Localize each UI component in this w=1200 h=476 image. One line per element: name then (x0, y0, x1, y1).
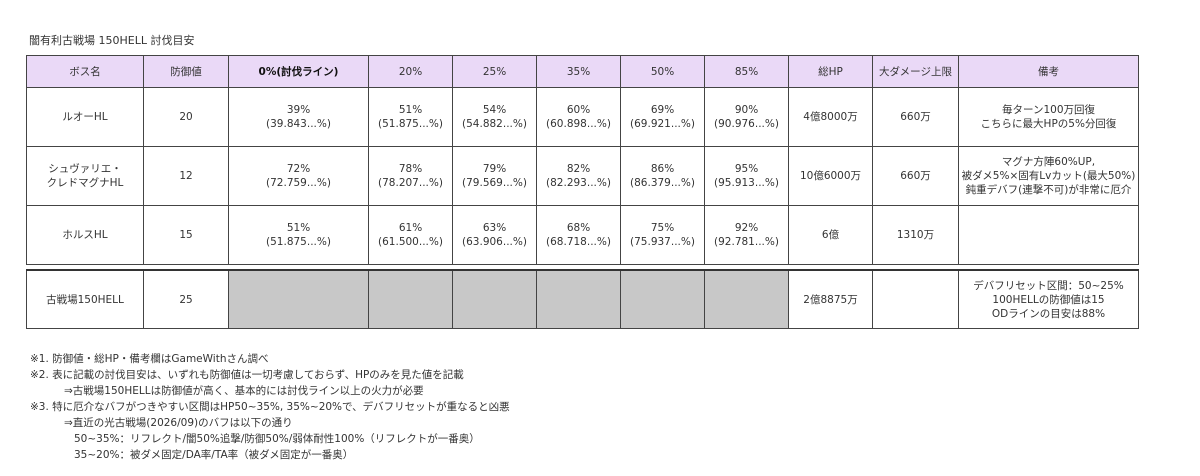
boss-name: シュヴァリエ・ クレドマグナHL (26, 146, 144, 206)
boss-name: ホルスHL (26, 205, 144, 265)
pct-cell: 79% (79.569...%) (452, 146, 537, 206)
col-20pct: 20% (368, 55, 453, 88)
total-hp: 4億8000万 (788, 87, 873, 147)
sheet-title: 闇有利古戦場 150HELL 討伐目安 (29, 34, 195, 47)
pct-cell: 51% (51.875...%) (368, 87, 453, 147)
footnote-3-buff-2: 35~20%：被ダメ固定/DA率/TA率（被ダメ固定が一番奥） (74, 449, 354, 461)
footnote-2: ※2. 表に記載の討伐目安は、いずれも防御値は一切考慮しておらず、HPのみを見た… (30, 369, 464, 381)
boss-name: 古戦場150HELL (26, 269, 144, 329)
pct-cell: 54% (54.882...%) (452, 87, 537, 147)
empty-gray-cell (452, 269, 537, 329)
defense-value: 12 (143, 146, 229, 206)
damage-cap: 660万 (872, 146, 959, 206)
total-hp: 6億 (788, 205, 873, 265)
col-defense: 防御値 (143, 55, 229, 88)
total-hp: 2億8875万 (788, 269, 873, 329)
damage-cap: 660万 (872, 87, 959, 147)
empty-gray-cell (620, 269, 705, 329)
col-boss-name: ボス名 (26, 55, 144, 88)
col-total-hp: 総HP (788, 55, 873, 88)
header-row: ボス名 防御値 0%(討伐ライン) 20% 25% 35% 50% 85% 総H… (26, 55, 1139, 88)
footnote-3-buff-1: 50~35%：リフレクト/闇50%追撃/防御50%/弱体耐性100%（リフレクト… (74, 433, 480, 445)
table-row: ルオーHL 20 39% (39.843...%) 51% (51.875...%)… (26, 87, 1139, 147)
col-25pct: 25% (452, 55, 537, 88)
pct-cell: 69% (69.921...%) (620, 87, 705, 147)
empty-gray-cell (228, 269, 369, 329)
pct-cell: 39% (39.843...%) (228, 87, 369, 147)
col-35pct: 35% (536, 55, 621, 88)
pct-cell: 51% (51.875...%) (228, 205, 369, 265)
col-50pct: 50% (620, 55, 705, 88)
footnote-3: ※3. 特に厄介なバフがつきやすい区間はHP50~35%, 35%~20%で、デ… (30, 401, 510, 413)
empty-gray-cell (368, 269, 453, 329)
note-cell: マグナ方陣60%UP, 被ダメ5%×固有Lvカット(最大50%) 鈍重デバフ(連撃不… (958, 146, 1139, 206)
footnote-3-sub: ⇒直近の光古戦場(2026/09)のバフは以下の通り (64, 417, 293, 429)
col-notes: 備考 (958, 55, 1139, 88)
pct-cell: 63% (63.906...%) (452, 205, 537, 265)
footnotes: ※1. 防御値・総HP・備考欄はGameWithさん調べ ※2. 表に記載の討伐… (30, 351, 510, 463)
note-cell (958, 205, 1139, 265)
pct-cell: 68% (68.718...%) (536, 205, 621, 265)
empty-gray-cell (704, 269, 789, 329)
col-0pct: 0%(討伐ライン) (228, 55, 369, 88)
defense-value: 25 (143, 269, 229, 329)
pct-cell: 82% (82.293...%) (536, 146, 621, 206)
pct-cell: 75% (75.937...%) (620, 205, 705, 265)
total-hp: 10億6000万 (788, 146, 873, 206)
damage-table: ボス名 防御値 0%(討伐ライン) 20% 25% 35% 50% 85% 総H… (26, 55, 1139, 329)
boss-name: ルオーHL (26, 87, 144, 147)
footnote-1: ※1. 防御値・総HP・備考欄はGameWithさん調べ (30, 353, 269, 365)
col-damage-cap: 大ダメージ上限 (872, 55, 959, 88)
empty-gray-cell (536, 269, 621, 329)
damage-cap: 1310万 (872, 205, 959, 265)
footnote-2-sub: ⇒古戦場150HELLは防御値が高く、基本的には討伐ライン以上の火力が必要 (64, 385, 424, 397)
col-85pct: 85% (704, 55, 789, 88)
table-row: ホルスHL 15 51% (51.875...%) 61% (61.500...%)… (26, 205, 1139, 265)
pct-cell: 78% (78.207...%) (368, 146, 453, 206)
pct-cell: 60% (60.898...%) (536, 87, 621, 147)
note-cell: 毎ターン100万回復 こちらに最大HPの5%分回復 (958, 87, 1139, 147)
pct-cell: 92% (92.781...%) (704, 205, 789, 265)
pct-cell: 90% (90.976...%) (704, 87, 789, 147)
table-row: シュヴァリエ・ クレドマグナHL 12 72% (72.759...%) 78% (7… (26, 146, 1139, 206)
pct-cell: 86% (86.379...%) (620, 146, 705, 206)
pct-cell: 61% (61.500...%) (368, 205, 453, 265)
pct-cell: 95% (95.913...%) (704, 146, 789, 206)
table-row-summary: 古戦場150HELL 25 2億8875万 デバフリセット区間：50~25% 10… (26, 269, 1139, 329)
defense-value: 20 (143, 87, 229, 147)
note-cell: デバフリセット区間：50~25% 100HELLの防御値は15 ODラインの目安は8… (958, 269, 1139, 329)
defense-value: 15 (143, 205, 229, 265)
pct-cell: 72% (72.759...%) (228, 146, 369, 206)
damage-cap (872, 269, 959, 329)
